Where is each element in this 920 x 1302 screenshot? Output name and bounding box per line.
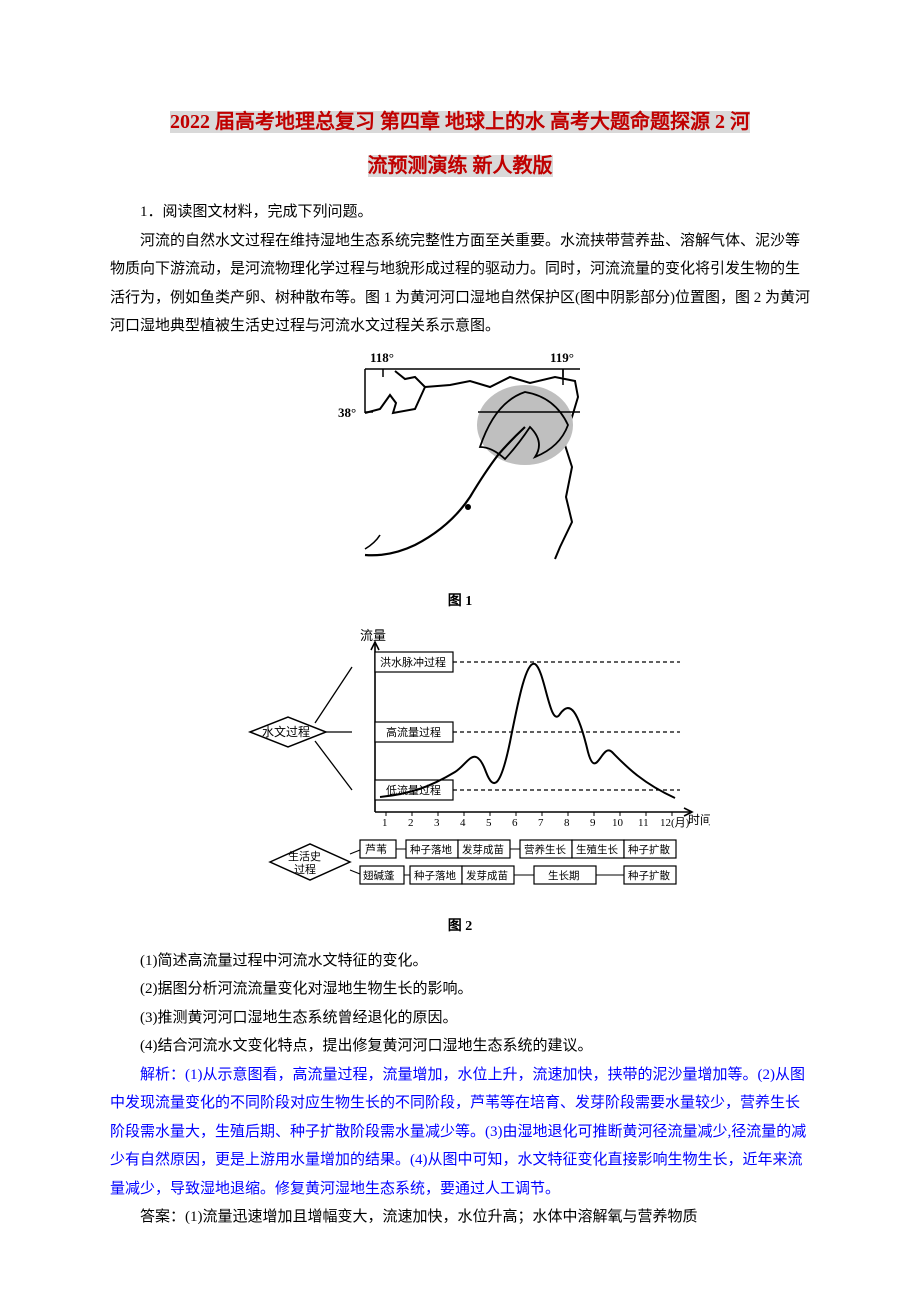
svg-text:11: 11 [638,817,649,829]
svg-text:8: 8 [564,817,570,829]
month-axis: 1 2 3 4 5 6 7 8 9 10 11 12(月) [382,817,690,829]
svg-text:种子扩散: 种子扩散 [628,843,670,856]
doc-title: 2022 届高考地理总复习 第四章 地球上的水 高考大题命题探源 2 河 流预测… [110,100,810,188]
wetland-shadow [477,385,573,465]
svg-text:高流量过程: 高流量过程 [386,725,441,739]
svg-text:1: 1 [382,817,388,829]
document-page: 2022 届高考地理总复习 第四章 地球上的水 高考大题命题探源 2 河 流预测… [0,0,920,1292]
svg-text:5: 5 [486,817,492,829]
title-line-1: 2022 届高考地理总复习 第四章 地球上的水 高考大题命题探源 2 河 [170,111,750,133]
box-high-flow: 高流量过程 [375,722,680,742]
figure-1-wrap: 118° 119° 38° [110,347,810,588]
diamond-hydrology: 水文过程 [250,717,326,747]
svg-text:水文过程: 水文过程 [262,724,310,739]
svg-text:发芽成苗: 发芽成苗 [466,869,508,882]
svg-text:2: 2 [408,817,414,829]
svg-text:7: 7 [538,817,544,829]
para-material: 河流的自然水文过程在维持湿地生态系统完整性方面至关重要。水流挟带营养盐、溶解气体… [110,227,810,341]
svg-text:9: 9 [590,817,596,829]
title-line-2: 流预测演练 新人教版 [368,155,553,177]
box-low-flow: 低流量过程 [375,780,680,800]
answer-para: 答案：(1)流量迅速增加且增幅变大，流速加快，水位升高；水体中溶解氧与营养物质 [110,1203,810,1232]
svg-text:种子落地: 种子落地 [410,843,452,856]
svg-text:生活史: 生活史 [288,849,321,863]
svg-text:种子落地: 种子落地 [414,869,456,882]
svg-text:10: 10 [612,817,624,829]
svg-text:6: 6 [512,817,518,829]
life-row-luwei: 芦苇 种子落地 发芽成苗 营养生长 生殖生长 种子扩散 [360,840,676,858]
lat-38: 38° [338,405,356,420]
svg-text:过程: 过程 [294,863,316,876]
svg-text:营养生长: 营养生长 [524,843,566,856]
question-3: (3)推测黄河河口湿地生态系统曾经退化的原因。 [110,1004,810,1033]
ylabel: 流量 [360,628,386,643]
figure-1-svg: 118° 119° 38° [320,347,600,577]
svg-text:生长期: 生长期 [548,869,580,882]
svg-text:生殖生长: 生殖生长 [576,843,618,856]
figure-1-caption: 图 1 [110,589,810,616]
lon-119: 119° [550,350,574,365]
figure-2-svg: 水文过程 流量 时间 洪水脉冲过程 高流量过程 [210,622,710,902]
svg-text:发芽成苗: 发芽成苗 [462,843,504,856]
figure-2-wrap: 水文过程 流量 时间 洪水脉冲过程 高流量过程 [110,622,810,913]
question-4: (4)结合河流水文变化特点，提出修复黄河河口湿地生态系统的建议。 [110,1032,810,1061]
svg-text:翅碱蓬: 翅碱蓬 [363,869,395,882]
svg-text:洪水脉冲过程: 洪水脉冲过程 [380,655,446,669]
question-2: (2)据图分析河流流量变化对湿地生物生长的影响。 [110,975,810,1004]
para-q-intro: 1．阅读图文材料，完成下列问题。 [110,198,810,227]
svg-text:3: 3 [434,817,440,829]
question-1: (1)简述高流量过程中河流水文特征的变化。 [110,947,810,976]
svg-text:12(月): 12(月) [660,817,690,829]
analysis-para: 解析：(1)从示意图看，高流量过程，流量增加，水位上升，流速加快，挟带的泥沙量增… [110,1061,810,1204]
life-row-chijianpeng: 翅碱蓬 种子落地 发芽成苗 生长期 种子扩散 [360,866,676,884]
lon-118: 118° [370,350,394,365]
svg-text:芦苇: 芦苇 [365,842,387,856]
city-dot [465,504,471,510]
svg-text:4: 4 [460,817,466,829]
figure-2-caption: 图 2 [110,914,810,941]
diamond-life: 生活史 过程 [270,844,350,880]
xlabel: 时间 [688,813,710,827]
svg-text:种子扩散: 种子扩散 [628,869,670,882]
